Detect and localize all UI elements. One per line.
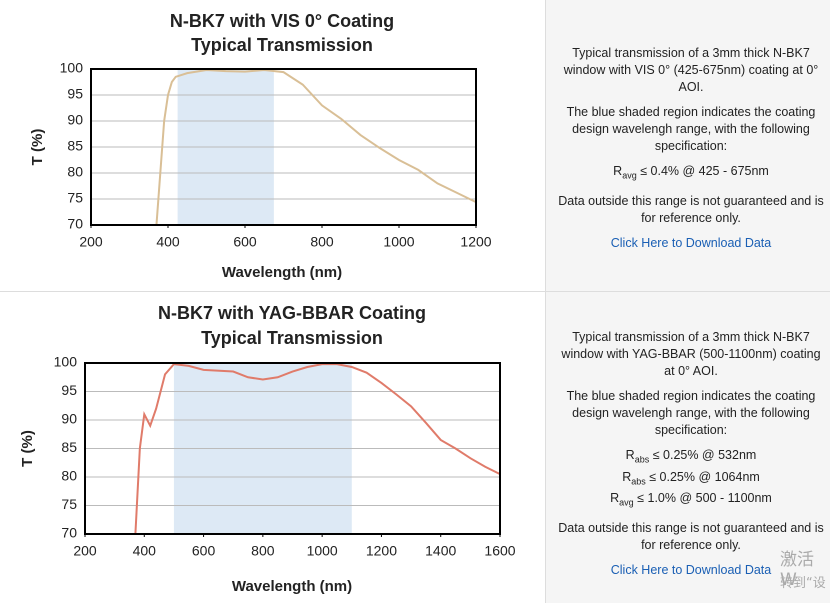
paragraph: The blue shaded region indicates the coa… xyxy=(566,105,816,153)
y-tick-label: 85 xyxy=(67,138,83,154)
spec-text: ≤ 0.25% @ 1064nm xyxy=(649,469,760,484)
spec-text: ≤ 0.25% @ 532nm xyxy=(652,448,757,462)
spec-symbol: R xyxy=(625,448,635,462)
spec-symbol: R xyxy=(613,164,623,178)
y-tick-label: 80 xyxy=(61,468,77,484)
y-tick-label: 90 xyxy=(67,112,83,128)
plot-frame xyxy=(90,68,477,226)
chart-title: N-BK7 with VIS 0° Coating xyxy=(170,11,394,31)
data-line xyxy=(155,69,477,226)
spec-text: ≤ 0.4% @ 425 - 675nm xyxy=(640,164,769,178)
row-separator xyxy=(0,291,830,292)
x-tick-label: 200 xyxy=(79,234,103,250)
y-axis-label: T (%) xyxy=(29,129,46,166)
y-tick-label: 95 xyxy=(67,86,83,102)
charts: N-BK7 with VIS 0° Coating Typical Transmi… xyxy=(19,11,516,595)
spec-subscript: avg xyxy=(619,497,634,508)
chart-title: N-BK7 with YAG-BBAR Coating xyxy=(158,303,426,323)
spec-list: Rabs ≤ 0.25% @ 532nm Rabs ≤ 0.25% @ 1064n… xyxy=(558,447,824,512)
y-tick-label: 90 xyxy=(61,411,77,427)
download-link[interactable]: Click Here to Download Data xyxy=(610,562,772,577)
spec-symbol: R xyxy=(622,469,632,484)
y-tick-label: 100 xyxy=(54,354,78,370)
paragraph: Typical transmission of a 3mm thick N-BK… xyxy=(561,330,821,378)
note: Data outside this range is not guarantee… xyxy=(558,520,824,552)
x-tick-label: 1400 xyxy=(425,543,456,559)
paragraph: The blue shaded region indicates the coa… xyxy=(566,389,816,437)
x-axis-label: Wavelength (nm) xyxy=(222,264,342,281)
spec: Rabs ≤ 0.25% @ 532nm xyxy=(558,447,824,469)
spec: Ravg ≤ 1.0% @ 500 - 1100nm xyxy=(558,490,824,512)
y-tick-label: 75 xyxy=(67,190,83,206)
spec: Ravg ≤ 0.4% @ 425 - 675nm xyxy=(558,163,824,185)
spec: Rabs ≤ 0.25% @ 1064nm xyxy=(558,469,824,491)
x-tick-label: 1000 xyxy=(383,234,414,250)
x-tick-label: 600 xyxy=(192,543,216,559)
y-tick-label: 100 xyxy=(60,60,84,76)
chart-subtitle: Typical Transmission xyxy=(191,35,373,55)
x-tick-label: 600 xyxy=(233,234,257,250)
download-link[interactable]: Click Here to Download Data xyxy=(610,235,772,250)
spec-symbol: R xyxy=(610,491,620,505)
spec-subscript: abs xyxy=(634,454,650,465)
x-tick-label: 400 xyxy=(156,234,180,250)
y-tick-label: 95 xyxy=(61,382,77,398)
y-tick-label: 75 xyxy=(61,496,77,512)
x-tick-label: 800 xyxy=(310,234,334,250)
description-panel: Typical transmission of a 3mm thick N-BK… xyxy=(545,292,830,603)
y-tick-label: 85 xyxy=(61,439,77,455)
x-tick-label: 1200 xyxy=(366,543,397,559)
note: Data outside this range is not guarantee… xyxy=(558,193,824,225)
x-tick-label: 1600 xyxy=(484,543,515,559)
x-tick-label: 1200 xyxy=(460,234,491,250)
data-line xyxy=(134,363,501,535)
x-tick-label: 400 xyxy=(133,543,157,559)
y-tick-label: 70 xyxy=(67,216,83,232)
spec-list: Ravg ≤ 0.4% @ 425 - 675nm xyxy=(558,163,824,185)
x-tick-label: 800 xyxy=(251,543,275,559)
description-panel: Typical transmission of a 3mm thick N-BK… xyxy=(545,0,830,291)
y-tick-label: 80 xyxy=(67,164,83,180)
x-tick-label: 200 xyxy=(73,543,97,559)
x-tick-label: 1000 xyxy=(307,543,338,559)
watermark: 转到“设 xyxy=(780,576,826,591)
y-tick-label: 70 xyxy=(61,525,77,541)
plot-frame xyxy=(84,362,501,535)
spec-subscript: avg xyxy=(622,170,637,181)
watermark: 激活 W xyxy=(780,550,814,590)
spec-text: ≤ 1.0% @ 500 - 1100nm xyxy=(637,491,772,505)
chart-subtitle: Typical Transmission xyxy=(201,328,383,348)
y-axis-label: T (%) xyxy=(19,430,36,467)
x-axis-label: Wavelength (nm) xyxy=(232,578,352,595)
paragraph: Typical transmission of a 3mm thick N-BK… xyxy=(563,46,819,94)
spec-subscript: abs xyxy=(631,476,646,486)
